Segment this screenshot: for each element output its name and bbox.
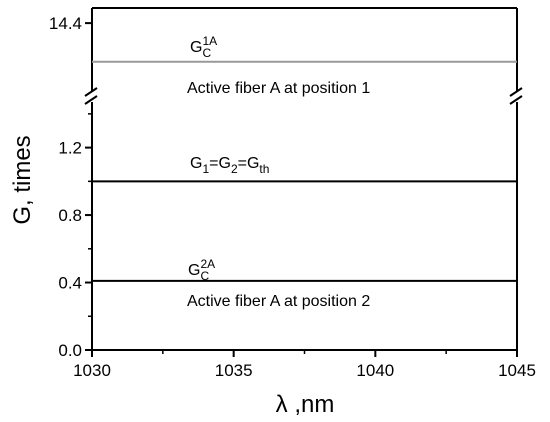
x-tick-label: 1030 bbox=[73, 361, 111, 380]
annotation: Active fiber A at position 1 bbox=[187, 80, 370, 97]
y-axis-label: G, times bbox=[9, 135, 36, 224]
annotation-part: 2A bbox=[200, 257, 215, 271]
x-tick-label: 1040 bbox=[356, 361, 394, 380]
y-tick-label: 1.2 bbox=[58, 139, 82, 158]
y-tick-label: 0.0 bbox=[58, 341, 82, 360]
y-tick-label: 0.4 bbox=[58, 274, 82, 293]
annotation-part: G bbox=[188, 262, 200, 279]
annotation-part: 1A bbox=[202, 34, 217, 48]
annotation: G1=G2=Gth bbox=[190, 155, 269, 176]
annotation-part: C bbox=[202, 46, 211, 60]
annotation-part: G bbox=[190, 39, 202, 56]
annotation-part: =G bbox=[209, 155, 231, 172]
x-tick-label: 1045 bbox=[498, 361, 536, 380]
annotation-part: Active fiber A at position 1 bbox=[187, 80, 370, 97]
annotation-part: G bbox=[190, 155, 202, 172]
y-tick-label: 14.4 bbox=[49, 14, 82, 33]
annotation: GC2A bbox=[188, 257, 215, 283]
y-tick-label: 0.8 bbox=[58, 206, 82, 225]
annotation-part: C bbox=[200, 269, 209, 283]
annotation: Active fiber A at position 2 bbox=[187, 293, 370, 310]
axis-break bbox=[84, 87, 523, 105]
annotation-part: 2 bbox=[231, 162, 238, 176]
annotation: GC1A bbox=[190, 34, 217, 60]
annotation-part: =G bbox=[238, 155, 260, 172]
annotation-part: 1 bbox=[202, 162, 209, 176]
x-tick-label: 1035 bbox=[215, 361, 253, 380]
annotation-part: Active fiber A at position 2 bbox=[187, 293, 370, 310]
x-axis-label: λ ,nm bbox=[276, 391, 335, 418]
annotation-part: th bbox=[259, 162, 269, 176]
